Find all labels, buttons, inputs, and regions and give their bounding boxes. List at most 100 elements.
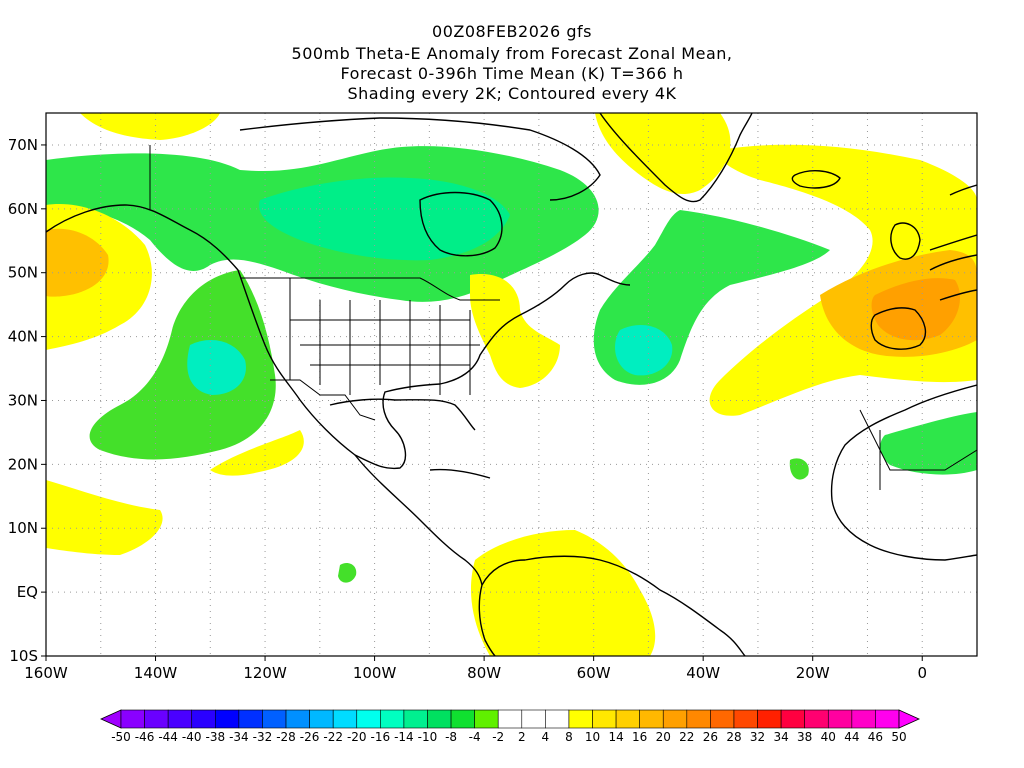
y-tick-label: 40N [8,328,38,346]
colorbar-label: -8 [445,730,457,744]
colorbar-swatch [851,709,876,729]
colorbar-label: -38 [205,730,225,744]
colorbar-swatch [380,709,405,729]
colorbar-label: 2 [518,730,526,744]
boundary-us-mexico [270,379,376,421]
colorbar-label: 8 [565,730,573,744]
coastline-gulf-of-mexico [329,398,476,431]
anomaly-area-epacific-green [89,270,276,460]
plot-area [45,112,978,657]
colorbar-swatch [592,709,617,729]
anomaly-area-npacific-orange [46,228,109,297]
colorbar-label: -16 [371,730,391,744]
colorbar-swatch [167,709,193,729]
colorbar-label: 22 [679,730,694,744]
colorbar-label: -50 [111,730,131,744]
coastline-north-america [46,204,631,470]
colorbar-swatch [615,709,640,729]
colorbar-swatch [639,709,664,729]
x-tick-label: 80W [467,664,501,682]
y-tick-label: 10N [8,519,38,537]
coastlines [46,113,977,656]
colorbar-label: 26 [703,730,718,744]
x-tick-label: 100W [353,664,397,682]
y-tick-label: 50N [8,264,38,282]
anomaly-area-spacific-yellow [46,480,163,555]
x-tick-label: 160W [24,664,68,682]
colorbar-swatch [356,709,381,729]
y-tick-label: 30N [8,391,38,409]
colorbar-swatch [804,709,829,729]
colorbar-label: 28 [726,730,741,744]
coastline-british-isles [890,222,921,260]
boundary-us-canada [240,277,500,301]
y-tick-label: 60N [8,200,38,218]
coastline-cuba [429,468,491,479]
anomaly-area-caribbean-green [338,563,357,583]
map-gridlines [46,113,977,656]
colorbar-swatch [309,709,334,729]
colorbar-label: 14 [608,730,623,744]
anomaly-area-samerica-yellow [470,530,656,656]
colorbar: -50 -46 -44 -40 -38 -34 -32 -28 -26 -22 -20 -16 -14-… [100,709,920,744]
colorbar-swatch [474,709,499,729]
coastline-south-america-west [478,584,496,656]
anomaly-area-europe-deep-orange [871,278,960,341]
colorbar-low-arrow [100,709,122,729]
colorbar-label: -46 [135,730,155,744]
colorbar-swatch [521,709,546,729]
colorbar-high-arrow [898,709,920,729]
y-axis: 10S EQ 10N 20N 30N 40N 50N 60N 70N [8,136,46,665]
anomaly-area-atlantic-green-small [789,458,809,480]
colorbar-label: -28 [276,730,296,744]
coastline-iberia [870,307,927,350]
colorbar-swatch [662,709,688,729]
colorbar-label: 20 [656,730,671,744]
anomaly-area-canada-teal [259,177,510,261]
colorbar-label: 4 [542,730,550,744]
anomaly-shading [46,113,977,656]
colorbar-swatch [215,709,240,729]
colorbar-swatch [427,709,452,729]
x-tick-label: 40W [686,664,720,682]
coastline-hudson-bay [419,191,503,257]
colorbar-swatch [757,709,782,729]
colorbar-swatch [733,709,758,729]
colorbar-label: 32 [750,730,765,744]
colorbar-label: 34 [773,730,788,744]
plot-frame [45,112,978,657]
boundary-us-states [289,278,480,395]
colorbar-swatch [780,709,805,729]
x-tick-label: 60W [577,664,611,682]
colorbar-swatch [120,709,145,729]
anomaly-area-africa-green [880,412,977,475]
anomaly-area-greenland-yellow [595,113,731,195]
coastline-canadian-arctic [239,117,601,201]
y-tick-label: 70N [8,136,38,154]
title-variable: 500mb Theta-E Anomaly from Forecast Zona… [291,44,733,63]
x-axis: 160W 140W 120W 100W 80W 60W 40W 20W 0 [24,656,927,682]
anomaly-area-epacific-teal [187,340,246,395]
x-tick-label: 0 [917,664,927,682]
boundary-africa [859,409,977,490]
coastline-iceland [791,170,841,189]
coastline-central-america [354,454,483,586]
colorbar-label: -2 [492,730,504,744]
colorbar-swatch [191,709,216,729]
x-tick-label: 140W [134,664,178,682]
coastline-west-africa [830,384,977,561]
colorbar-label: 38 [797,730,812,744]
coastline-south-america [481,555,746,656]
coastline-europe [929,234,977,301]
colorbar-swatch [450,709,475,729]
colorbar-label: -44 [158,730,178,744]
colorbar-label: 44 [844,730,859,744]
colorbar-label: -40 [182,730,202,744]
colorbar-label: -32 [253,730,273,744]
colorbar-swatch [285,709,310,729]
colorbar-swatch [827,709,853,729]
colorbar-label: -10 [418,730,438,744]
y-tick-label: 10S [9,647,38,665]
coastline-scandinavia [949,184,977,196]
